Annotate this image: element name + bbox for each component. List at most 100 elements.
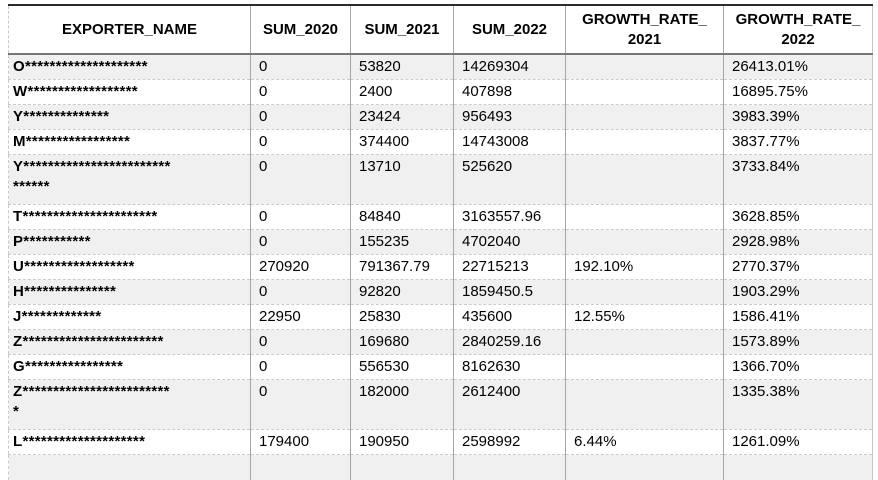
cell-sum-2021[interactable]: 556530 — [350, 354, 454, 380]
cell-exporter-name[interactable] — [8, 454, 251, 480]
cell-sum-2020[interactable]: 0 — [250, 329, 351, 355]
cell-growth-2021[interactable] — [565, 454, 724, 480]
cell-growth-2021[interactable]: 192.10% — [565, 254, 724, 280]
cell-growth-2022[interactable]: 3733.84% — [723, 154, 873, 205]
cell-sum-2020[interactable]: 0 — [250, 129, 351, 155]
cell-growth-2021[interactable] — [565, 279, 724, 305]
cell-growth-2021[interactable] — [565, 229, 724, 255]
cell-exporter-name[interactable]: L******************** — [8, 429, 251, 455]
header-sum-2022[interactable]: SUM_2022 — [453, 5, 566, 55]
cell-sum-2021[interactable]: 53820 — [350, 53, 454, 80]
cell-sum-2021[interactable]: 13710 — [350, 154, 454, 205]
cell-growth-2022[interactable]: 3628.85% — [723, 204, 873, 230]
cell-sum-2021[interactable]: 182000 — [350, 379, 454, 430]
cell-exporter-name[interactable]: Z*********************** — [8, 329, 251, 355]
cell-sum-2021[interactable]: 791367.79 — [350, 254, 454, 280]
table-row: Y************** 0 23424 956493 3983.39% — [8, 104, 873, 130]
cell-growth-2022[interactable]: 1573.89% — [723, 329, 873, 355]
cell-sum-2020[interactable]: 22950 — [250, 304, 351, 330]
cell-growth-2022[interactable]: 3837.77% — [723, 129, 873, 155]
cell-exporter-name[interactable]: J************* — [8, 304, 251, 330]
cell-growth-2021[interactable] — [565, 204, 724, 230]
cell-sum-2020[interactable]: 0 — [250, 279, 351, 305]
header-sum-2020[interactable]: SUM_2020 — [250, 5, 351, 55]
cell-growth-2021[interactable] — [565, 53, 724, 80]
cell-exporter-name[interactable]: T********************** — [8, 204, 251, 230]
cell-growth-2022[interactable]: 2928.98% — [723, 229, 873, 255]
cell-sum-2021[interactable]: 25830 — [350, 304, 454, 330]
table-row: L******************** 179400 190950 2598… — [8, 429, 873, 455]
cell-sum-2022[interactable]: 407898 — [453, 79, 566, 105]
cell-growth-2022[interactable]: 16895.75% — [723, 79, 873, 105]
cell-exporter-name[interactable]: W****************** — [8, 79, 251, 105]
cell-sum-2022[interactable] — [453, 454, 566, 480]
cell-sum-2021[interactable]: 92820 — [350, 279, 454, 305]
cell-sum-2020[interactable]: 179400 — [250, 429, 351, 455]
cell-sum-2020[interactable]: 0 — [250, 204, 351, 230]
cell-growth-2022[interactable]: 3983.39% — [723, 104, 873, 130]
cell-exporter-name[interactable]: G**************** — [8, 354, 251, 380]
cell-sum-2020[interactable]: 0 — [250, 354, 351, 380]
cell-sum-2022[interactable]: 2612400 — [453, 379, 566, 430]
cell-exporter-name[interactable]: M***************** — [8, 129, 251, 155]
cell-sum-2020[interactable]: 0 — [250, 53, 351, 80]
cell-sum-2022[interactable]: 956493 — [453, 104, 566, 130]
header-exporter-name[interactable]: EXPORTER_NAME — [8, 5, 251, 55]
cell-exporter-name[interactable]: H*************** — [8, 279, 251, 305]
cell-sum-2022[interactable]: 22715213 — [453, 254, 566, 280]
cell-growth-2021[interactable] — [565, 379, 724, 430]
cell-sum-2022[interactable]: 14269304 — [453, 53, 566, 80]
cell-sum-2022[interactable]: 4702040 — [453, 229, 566, 255]
cell-sum-2020[interactable]: 270920 — [250, 254, 351, 280]
cell-sum-2021[interactable] — [350, 454, 454, 480]
cell-sum-2022[interactable]: 525620 — [453, 154, 566, 205]
cell-sum-2021[interactable]: 2400 — [350, 79, 454, 105]
cell-growth-2021[interactable] — [565, 79, 724, 105]
cell-sum-2020[interactable]: 0 — [250, 79, 351, 105]
cell-sum-2022[interactable]: 1859450.5 — [453, 279, 566, 305]
cell-sum-2022[interactable]: 14743008 — [453, 129, 566, 155]
cell-sum-2020[interactable]: 0 — [250, 379, 351, 430]
cell-exporter-name[interactable]: Z************************ * — [8, 379, 251, 430]
cell-sum-2021[interactable]: 190950 — [350, 429, 454, 455]
header-sum-2021[interactable]: SUM_2021 — [350, 5, 454, 55]
cell-exporter-name[interactable]: P*********** — [8, 229, 251, 255]
header-growth-rate-2022[interactable]: GROWTH_RATE_ 2022 — [723, 5, 873, 55]
cell-sum-2021[interactable]: 169680 — [350, 329, 454, 355]
cell-growth-2022[interactable] — [723, 454, 873, 480]
cell-growth-2022[interactable]: 26413.01% — [723, 53, 873, 80]
table-row: W****************** 0 2400 407898 16895.… — [8, 79, 873, 105]
cell-sum-2021[interactable]: 155235 — [350, 229, 454, 255]
cell-growth-2022[interactable]: 1586.41% — [723, 304, 873, 330]
cell-exporter-name[interactable]: Y************** — [8, 104, 251, 130]
cell-growth-2021[interactable]: 12.55% — [565, 304, 724, 330]
cell-sum-2021[interactable]: 84840 — [350, 204, 454, 230]
cell-sum-2022[interactable]: 2598992 — [453, 429, 566, 455]
cell-growth-2021[interactable] — [565, 154, 724, 205]
cell-sum-2022[interactable]: 8162630 — [453, 354, 566, 380]
table-row: O******************** 0 53820 14269304 2… — [8, 53, 873, 80]
cell-exporter-name[interactable]: U****************** — [8, 254, 251, 280]
cell-sum-2020[interactable]: 0 — [250, 229, 351, 255]
cell-sum-2020[interactable] — [250, 454, 351, 480]
cell-exporter-name[interactable]: Y************************ ****** — [8, 154, 251, 205]
cell-growth-2022[interactable]: 1903.29% — [723, 279, 873, 305]
cell-growth-2021[interactable] — [565, 104, 724, 130]
cell-growth-2022[interactable]: 1366.70% — [723, 354, 873, 380]
cell-growth-2022[interactable]: 1261.09% — [723, 429, 873, 455]
cell-growth-2022[interactable]: 1335.38% — [723, 379, 873, 430]
header-growth-rate-2021[interactable]: GROWTH_RATE_ 2021 — [565, 5, 724, 55]
cell-growth-2021[interactable] — [565, 354, 724, 380]
cell-sum-2021[interactable]: 374400 — [350, 129, 454, 155]
cell-sum-2022[interactable]: 3163557.96 — [453, 204, 566, 230]
cell-growth-2021[interactable] — [565, 129, 724, 155]
cell-growth-2021[interactable] — [565, 329, 724, 355]
cell-sum-2022[interactable]: 435600 — [453, 304, 566, 330]
cell-sum-2020[interactable]: 0 — [250, 154, 351, 205]
cell-sum-2020[interactable]: 0 — [250, 104, 351, 130]
cell-sum-2022[interactable]: 2840259.16 — [453, 329, 566, 355]
cell-sum-2021[interactable]: 23424 — [350, 104, 454, 130]
cell-growth-2022[interactable]: 2770.37% — [723, 254, 873, 280]
cell-growth-2021[interactable]: 6.44% — [565, 429, 724, 455]
cell-exporter-name[interactable]: O******************** — [8, 53, 251, 80]
